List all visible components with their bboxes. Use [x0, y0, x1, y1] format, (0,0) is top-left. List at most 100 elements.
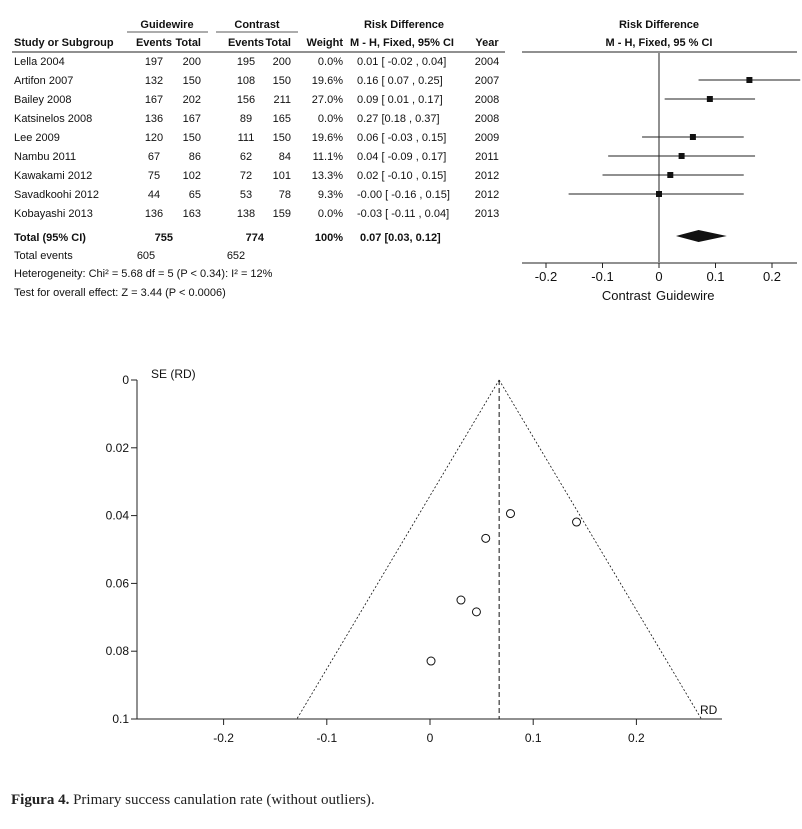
- column-header-year: Year: [475, 37, 499, 49]
- funnel-y-tick-label: 0.02: [106, 441, 130, 455]
- total-events-guidewire: 605: [137, 250, 155, 262]
- group-header-risk-difference: Risk Difference: [364, 19, 444, 31]
- funnel-study-point: [481, 533, 491, 543]
- study-name: Katsinelos 2008: [14, 113, 92, 125]
- funnel-x-tick-label: 0: [427, 731, 434, 745]
- funnel-y-axis-label: SE (RD): [151, 367, 196, 381]
- study-year: 2011: [475, 151, 499, 163]
- study-weight: 27.0%: [312, 94, 343, 106]
- study-events-contrast: 89: [240, 113, 252, 125]
- study-events-contrast: 72: [240, 170, 252, 182]
- study-ci-text: 0.01 [ -0.02 , 0.04]: [357, 56, 446, 68]
- group-header-contrast: Contrast: [234, 19, 280, 31]
- study-effect-marker: [656, 191, 662, 197]
- study-name: Artifon 2007: [14, 75, 73, 87]
- study-effect-marker: [689, 134, 696, 140]
- study-ci-text: 0.16 [ 0.07 , 0.25]: [357, 75, 443, 87]
- favours-left-label: Contrast: [602, 288, 652, 303]
- study-year: 2007: [475, 75, 499, 87]
- study-weight: 13.3%: [312, 170, 343, 182]
- study-effect-marker: [706, 96, 713, 102]
- study-year: 2008: [475, 113, 499, 125]
- study-total-contrast: 211: [273, 94, 291, 106]
- funnel-x-axis-label: RD: [700, 703, 718, 717]
- forest-x-tick-label: -0.1: [591, 269, 613, 284]
- study-events-guidewire: 75: [148, 170, 160, 182]
- study-events-contrast: 62: [240, 151, 252, 163]
- funnel-x-tick-label: -0.1: [316, 731, 337, 745]
- study-weight: 19.6%: [312, 132, 343, 144]
- total-guidewire: 755: [155, 232, 173, 244]
- forest-x-tick-label: -0.2: [535, 269, 557, 284]
- funnel-study-point: [456, 595, 466, 605]
- study-weight: 9.3%: [318, 189, 343, 201]
- figure-caption: Figura 4. Primary success canulation rat…: [11, 792, 375, 809]
- study-effect-marker: [667, 172, 674, 178]
- funnel-x-tick-label: 0.2: [628, 731, 645, 745]
- study-total-guidewire: 200: [183, 56, 201, 68]
- study-year: 2004: [475, 56, 499, 68]
- column-header-method: M - H, Fixed, 95% CI: [350, 37, 454, 49]
- study-events-guidewire: 197: [145, 56, 163, 68]
- study-name: Lee 2009: [14, 132, 60, 144]
- caption-label: Figura 4.: [11, 792, 70, 808]
- study-events-contrast: 53: [240, 189, 252, 201]
- heterogeneity-text: Heterogeneity: Chi² = 5.68 df = 5 (P < 0…: [14, 268, 273, 280]
- study-weight: 0.0%: [318, 113, 343, 125]
- funnel-study-point: [505, 509, 515, 519]
- study-events-contrast: 156: [237, 94, 255, 106]
- study-total-contrast: 78: [279, 189, 291, 201]
- study-ci-text: 0.27 [0.18 , 0.37]: [357, 113, 440, 125]
- study-total-contrast: 150: [273, 132, 291, 144]
- column-header-events-guidewire: Events: [136, 37, 172, 49]
- study-total-contrast: 101: [273, 170, 291, 182]
- forest-x-tick-label: 0.2: [763, 269, 781, 284]
- study-weight: 19.6%: [312, 75, 343, 87]
- study-events-contrast: 138: [237, 208, 255, 220]
- study-ci-text: -0.03 [ -0.11 , 0.04]: [357, 208, 449, 220]
- study-total-guidewire: 202: [183, 94, 201, 106]
- column-header-events-contrast: Events: [228, 37, 264, 49]
- study-weight: 0.0%: [318, 56, 343, 68]
- funnel-plot: 0 0.02 0.04 0.06 0.08 0.1 -0.2 -0.1 0 0.1 0.2 SE (R…: [106, 367, 722, 745]
- study-total-guidewire: 86: [189, 151, 201, 163]
- study-total-guidewire: 150: [183, 75, 201, 87]
- plot-title: Risk Difference: [619, 19, 699, 31]
- study-events-guidewire: 44: [148, 189, 160, 201]
- study-total-contrast: 159: [273, 208, 291, 220]
- study-name: Savadkoohi 2012: [14, 189, 99, 201]
- study-total-contrast: 150: [273, 75, 291, 87]
- study-total-contrast: 165: [273, 113, 291, 125]
- column-header-weight: Weight: [307, 37, 344, 49]
- study-events-guidewire: 120: [145, 132, 163, 144]
- study-year: 2012: [475, 189, 499, 201]
- study-name: Bailey 2008: [14, 94, 72, 106]
- funnel-x-tick-label: -0.2: [213, 731, 234, 745]
- funnel-study-point: [426, 656, 436, 666]
- plot-column-header-method: M - H, Fixed, 95 % CI: [606, 37, 713, 49]
- funnel-y-tick-label: 0: [122, 373, 129, 387]
- favours-right-label: Guidewire: [656, 288, 715, 303]
- funnel-y-tick-label: 0.1: [112, 712, 129, 726]
- study-effect-marker: [746, 77, 753, 83]
- study-events-guidewire: 132: [145, 75, 163, 87]
- study-events-guidewire: 167: [145, 94, 163, 106]
- study-total-guidewire: 167: [183, 113, 201, 125]
- total-events-contrast: 652: [227, 250, 245, 262]
- study-name: Nambu 2011: [14, 151, 76, 163]
- funnel-left-bound: [296, 379, 500, 720]
- study-events-contrast: 195: [237, 56, 255, 68]
- study-ci-text: 0.02 [ -0.10 , 0.15]: [357, 170, 446, 182]
- study-weight: 0.0%: [318, 208, 343, 220]
- study-year: 2008: [475, 94, 499, 106]
- forest-x-tick-label: 0.1: [706, 269, 724, 284]
- column-header-total-guidewire: Total: [176, 37, 201, 49]
- funnel-y-tick-label: 0.04: [106, 509, 130, 523]
- forest-x-tick-label: 0: [655, 269, 662, 284]
- study-name: Kobayashi 2013: [14, 208, 93, 220]
- pooled-diamond: [675, 230, 727, 242]
- funnel-study-point: [572, 517, 582, 527]
- total-weight: 100%: [315, 232, 343, 244]
- total-ci-text: 0.07 [0.03, 0.12]: [360, 232, 441, 244]
- study-events-guidewire: 136: [145, 208, 163, 220]
